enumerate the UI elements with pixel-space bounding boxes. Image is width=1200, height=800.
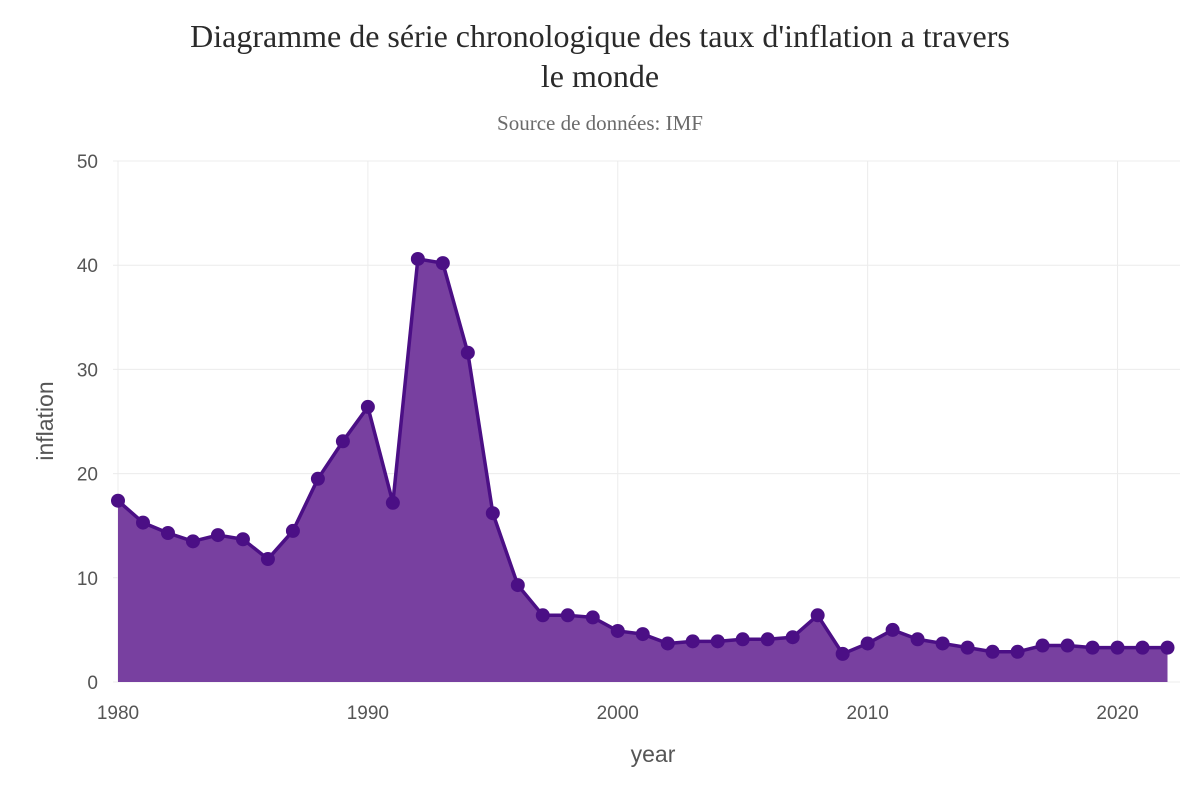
data-point[interactable]: [910, 632, 925, 647]
y-axis-title: inflation: [32, 381, 58, 460]
data-point[interactable]: [310, 471, 325, 486]
data-point[interactable]: [510, 578, 525, 593]
y-tick-label: 30: [77, 360, 98, 381]
x-tick-label: 1990: [347, 703, 389, 724]
data-point[interactable]: [735, 632, 750, 647]
data-point[interactable]: [460, 345, 475, 360]
data-point[interactable]: [1160, 640, 1175, 655]
x-tick-label: 1980: [97, 703, 139, 724]
area-fill: [117, 258, 1168, 682]
data-point[interactable]: [335, 434, 350, 449]
data-point[interactable]: [935, 636, 950, 651]
data-point[interactable]: [160, 525, 175, 540]
data-point[interactable]: [785, 630, 800, 645]
x-axis-title: year: [631, 741, 676, 767]
data-point[interactable]: [585, 610, 600, 625]
data-point[interactable]: [110, 493, 125, 508]
data-point[interactable]: [660, 636, 675, 651]
chart-title-line-2: le monde: [540, 58, 660, 94]
x-tick-label: 2000: [597, 703, 639, 724]
data-point[interactable]: [185, 534, 200, 549]
data-point[interactable]: [985, 644, 1000, 659]
y-tick-label: 0: [87, 673, 98, 694]
data-point[interactable]: [810, 608, 825, 623]
data-point[interactable]: [1110, 640, 1125, 655]
data-point[interactable]: [685, 634, 700, 649]
y-tick-label: 50: [77, 152, 98, 173]
x-tick-labels: 1980 1990 2000 2010 2020: [97, 703, 1139, 724]
data-point[interactable]: [760, 632, 775, 647]
data-point[interactable]: [710, 634, 725, 649]
data-point[interactable]: [1060, 638, 1075, 653]
data-point[interactable]: [1085, 640, 1100, 655]
data-point[interactable]: [1010, 644, 1025, 659]
data-point[interactable]: [410, 251, 425, 266]
data-point[interactable]: [485, 506, 500, 521]
data-point[interactable]: [235, 532, 250, 547]
x-tick-label: 2010: [847, 703, 889, 724]
data-point[interactable]: [885, 622, 900, 637]
y-tick-labels: 0 10 20 30 40 50: [77, 152, 98, 694]
data-point[interactable]: [635, 627, 650, 642]
data-point[interactable]: [435, 256, 450, 271]
chart-title: Diagramme de série chronologique des tau…: [0, 16, 1200, 96]
data-point[interactable]: [835, 646, 850, 661]
y-tick-label: 10: [77, 569, 98, 590]
data-point[interactable]: [1035, 638, 1050, 653]
data-point[interactable]: [135, 515, 150, 530]
data-point[interactable]: [860, 636, 875, 651]
data-point[interactable]: [360, 399, 375, 414]
data-point[interactable]: [1135, 640, 1150, 655]
x-tick-label: 2020: [1096, 703, 1138, 724]
data-point[interactable]: [610, 623, 625, 638]
data-point[interactable]: [960, 640, 975, 655]
y-tick-label: 20: [77, 465, 98, 486]
y-tick-label: 40: [77, 256, 98, 277]
chart-subtitle: Source de données: IMF: [497, 111, 703, 135]
data-point[interactable]: [260, 552, 275, 567]
area-layer: [116, 257, 1168, 682]
data-point[interactable]: [535, 608, 550, 623]
data-point[interactable]: [385, 495, 400, 510]
data-point[interactable]: [210, 528, 225, 543]
data-markers: [110, 251, 1175, 661]
data-point[interactable]: [560, 608, 575, 623]
data-point[interactable]: [285, 523, 300, 538]
chart-title-line-1: Diagramme de série chronologique des tau…: [190, 18, 1010, 54]
